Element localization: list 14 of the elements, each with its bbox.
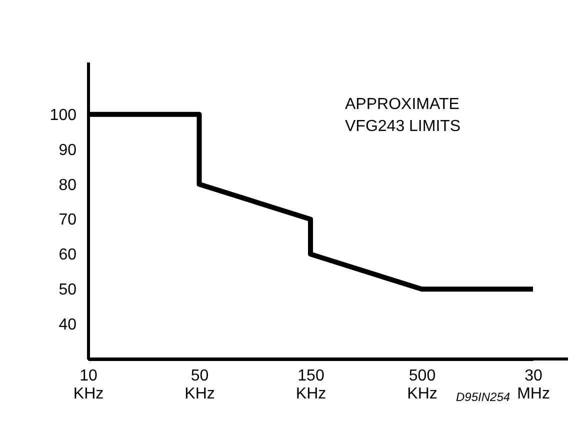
y-tick-label: 60 [58,246,77,264]
y-tick-label: 90 [58,142,77,159]
annotation: APPROXIMATE VFG243 LIMITS [345,96,461,135]
x-tick-label: 30 MHz [517,368,550,402]
x-tick-label: 50 KHz [184,368,215,402]
y-tick-label: 80 [58,176,77,194]
y-tick-label: 70 [58,212,77,229]
x-tick-label: 500 KHz [407,368,438,402]
y-tick-label: 40 [58,316,77,334]
x-tick-label: 10 KHz [73,368,104,402]
x-tick-label: 150 KHz [296,368,326,402]
y-tick-label: 50 [58,282,77,299]
y-tick-label: 100 [50,106,77,124]
text: D95IN254 [456,390,510,404]
